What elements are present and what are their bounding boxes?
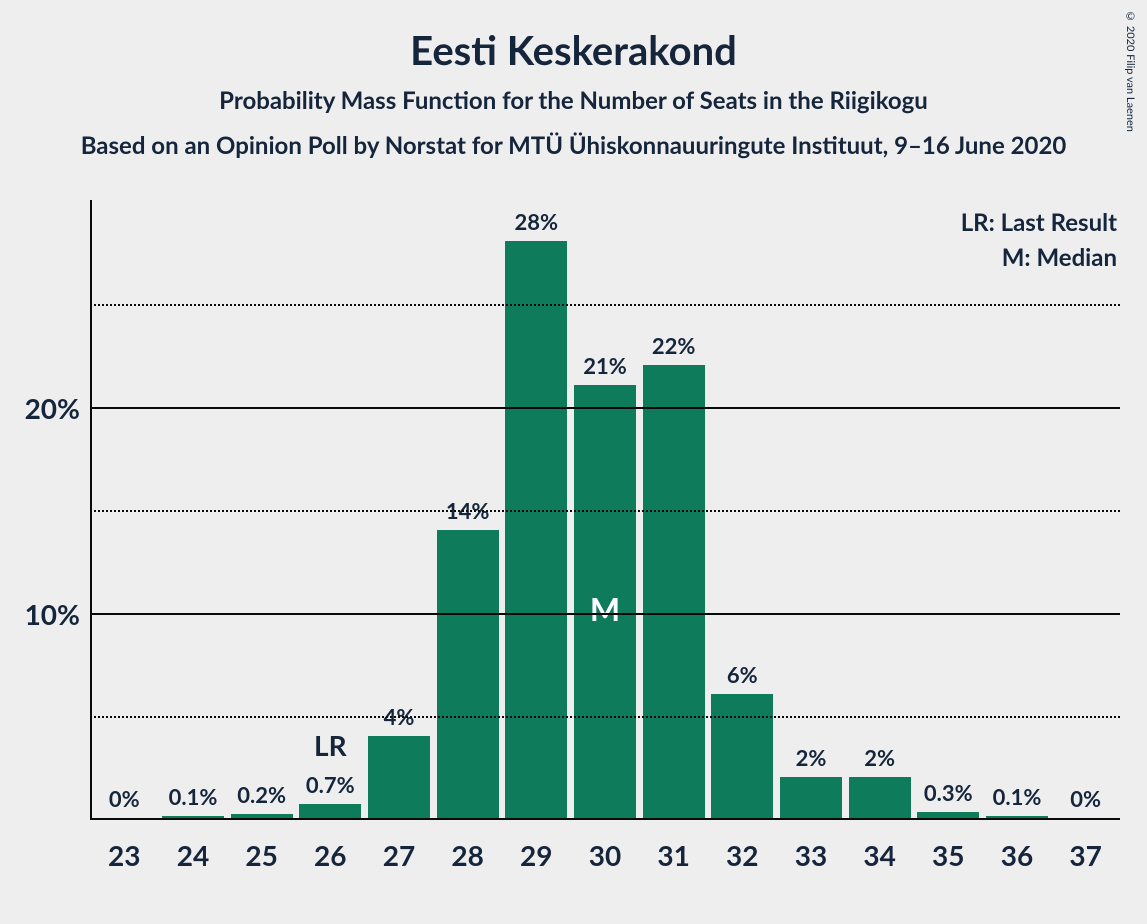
y-tick-label: 20% <box>10 391 80 425</box>
bar-value-label: 0.1% <box>993 783 1042 816</box>
bar-value-label: 0.1% <box>169 783 218 816</box>
bar-value-label: 2% <box>796 744 827 777</box>
plot-area: 0%0.1%0.2%0.7%4%14%28%21%22%6%2%2%0.3%0.… <box>90 200 1120 820</box>
bar: 0.1% <box>986 816 1048 818</box>
bar-value-label: 21% <box>583 352 627 385</box>
x-tick-label: 29 <box>502 820 571 872</box>
bar: 0.1% <box>162 816 224 818</box>
x-tick-label: 28 <box>433 820 502 872</box>
bar: 2% <box>780 777 842 818</box>
x-tick-label: 35 <box>914 820 983 872</box>
bar: 0.2% <box>231 814 293 818</box>
bar: 0.3% <box>917 812 979 818</box>
gridline <box>90 304 1120 306</box>
bar-value-label: 4% <box>384 703 415 736</box>
bar: 6% <box>711 694 773 818</box>
bar: 14% <box>437 530 499 818</box>
gridline <box>90 716 1120 718</box>
bar-value-label: 22% <box>652 332 696 365</box>
x-tick-label: 30 <box>571 820 640 872</box>
x-tick-label: 26 <box>296 820 365 872</box>
gridline <box>90 510 1120 512</box>
x-tick-label: 34 <box>845 820 914 872</box>
bar-value-label: 28% <box>515 208 559 241</box>
x-tick-label: 31 <box>639 820 708 872</box>
bar: 22% <box>643 365 705 818</box>
bar-value-label: 0% <box>1070 785 1101 818</box>
x-tick-label: 24 <box>159 820 228 872</box>
copyright-label: © 2020 Filip van Laenen <box>1124 10 1137 132</box>
bar: 0.7% <box>299 804 361 818</box>
bar-value-label: 14% <box>446 497 490 530</box>
x-tick-label: 36 <box>983 820 1052 872</box>
median-marker: M <box>590 589 620 628</box>
x-tick-label: 27 <box>365 820 434 872</box>
bar-value-label: 0.2% <box>237 781 286 814</box>
x-tick-label: 37 <box>1051 820 1120 872</box>
bar-value-label: 6% <box>727 661 758 694</box>
bar: 4% <box>368 736 430 818</box>
x-tick-label: 23 <box>90 820 159 872</box>
bar-value-label: 2% <box>864 744 895 777</box>
x-tick-label: 25 <box>227 820 296 872</box>
bar: 2% <box>849 777 911 818</box>
gridline <box>90 407 1120 409</box>
last-result-marker: LR <box>314 728 347 762</box>
bars-container: 0%0.1%0.2%0.7%4%14%28%21%22%6%2%2%0.3%0.… <box>90 200 1120 818</box>
bar-value-label: 0.3% <box>924 779 973 812</box>
x-tick-label: 33 <box>777 820 846 872</box>
chart-subtitle: Probability Mass Function for the Number… <box>0 74 1147 115</box>
bar: 28% <box>505 241 567 818</box>
y-tick-label: 10% <box>10 597 80 631</box>
gridline <box>90 613 1120 615</box>
x-tick-label: 32 <box>708 820 777 872</box>
bar-value-label: 0.7% <box>306 771 355 804</box>
chart-title: Eesti Keskerakond <box>0 0 1147 74</box>
bar-value-label: 0% <box>109 785 140 818</box>
chart-source: Based on an Opinion Poll by Norstat for … <box>0 115 1147 160</box>
